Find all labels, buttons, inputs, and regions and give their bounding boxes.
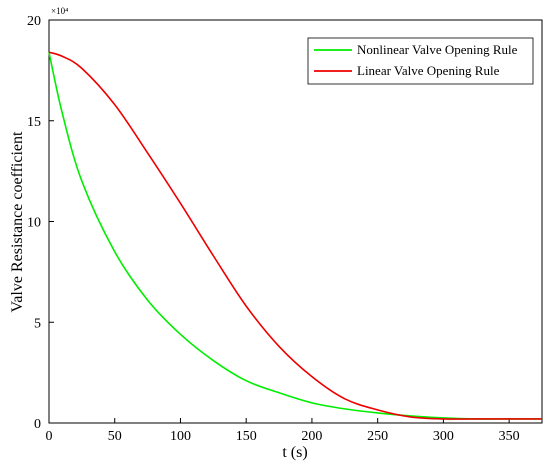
- x-tick-label: 200: [301, 429, 322, 444]
- x-tick-label: 350: [499, 429, 520, 444]
- x-tick-label: 250: [367, 429, 388, 444]
- x-tick-label: 100: [170, 429, 191, 444]
- axis-ticks: 0 50 100 150 200 250 300 350 0 5 10 15 20: [27, 14, 520, 444]
- series-line-linear: [48, 51, 542, 420]
- y-tick-label: 10: [27, 216, 41, 231]
- series-lines: [48, 51, 542, 420]
- y-multiplier-label: ×10⁴: [51, 6, 68, 16]
- legend: Nonlinear Valve Opening Rule Linear Valv…: [307, 37, 534, 85]
- y-axis-title: Valve Resistance coefficient: [9, 131, 26, 313]
- x-tick-label: 0: [46, 429, 53, 444]
- y-tick-label: 5: [34, 316, 41, 331]
- x-axis-title: t (s): [282, 444, 307, 461]
- x-tick-label: 150: [236, 429, 257, 444]
- x-tick-label: 50: [108, 429, 122, 444]
- legend-label-linear: Linear Valve Opening Rule: [357, 63, 500, 78]
- y-tick-label: 0: [34, 417, 41, 432]
- x-tick-label: 300: [433, 429, 454, 444]
- legend-box: [307, 37, 534, 85]
- y-tick-label: 15: [27, 115, 41, 130]
- plot-area: [48, 19, 543, 424]
- legend-label-nonlinear: Nonlinear Valve Opening Rule: [357, 42, 518, 57]
- y-tick-label: 20: [27, 14, 41, 29]
